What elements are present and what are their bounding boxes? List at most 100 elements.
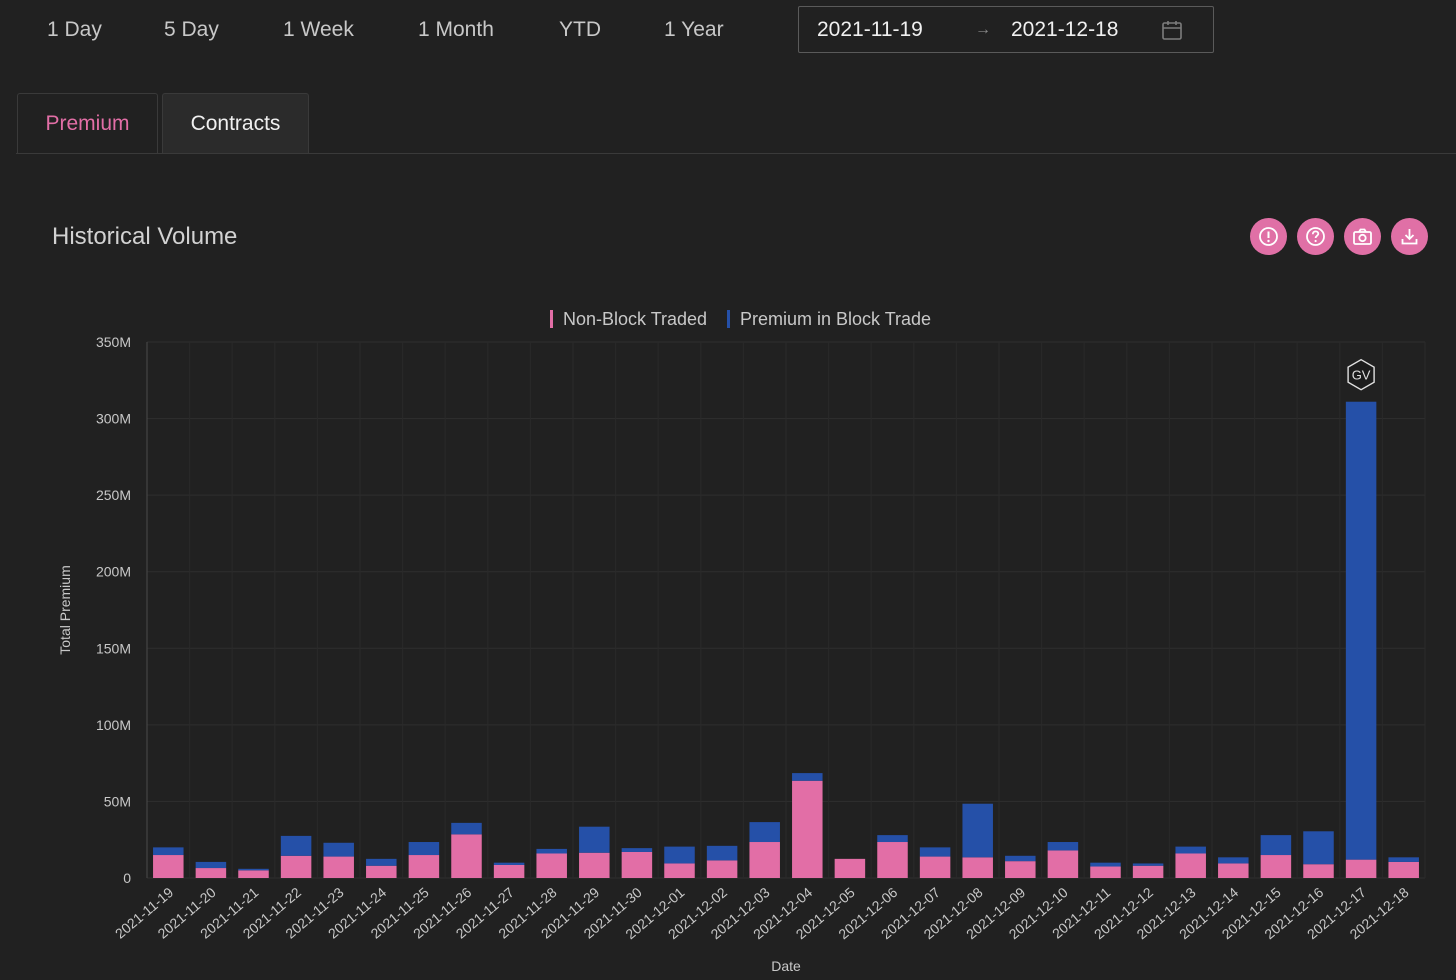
- date-range-arrow-icon: →: [975, 21, 991, 38]
- y-tick-label: 200M: [96, 564, 131, 580]
- range-1-year-button[interactable]: 1 Year: [664, 18, 724, 41]
- bar-non-block[interactable]: [1175, 853, 1206, 878]
- bar-block-trade[interactable]: [366, 858, 397, 866]
- bar-non-block[interactable]: [238, 870, 269, 878]
- y-tick-label: 300M: [96, 411, 131, 427]
- y-tick-label: 350M: [96, 334, 131, 350]
- start-date-input[interactable]: 2021-11-19: [817, 18, 923, 41]
- bar-block-trade[interactable]: [1175, 846, 1206, 854]
- bar-block-trade[interactable]: [621, 848, 653, 852]
- legend-block-swatch: [727, 310, 730, 328]
- bar-block-trade[interactable]: [1090, 862, 1121, 867]
- alert-icon: [1259, 227, 1278, 246]
- bar-block-trade[interactable]: [280, 835, 312, 856]
- section-title: Historical Volume: [52, 223, 238, 250]
- camera-icon: [1353, 228, 1372, 245]
- bar-non-block[interactable]: [1090, 866, 1121, 878]
- gv-marker-label: GV: [1352, 368, 1371, 383]
- bar-non-block[interactable]: [1345, 859, 1377, 878]
- y-tick-label: 100M: [96, 717, 131, 733]
- bar-non-block[interactable]: [536, 853, 567, 878]
- alert-button[interactable]: [1250, 218, 1287, 255]
- help-button[interactable]: [1297, 218, 1334, 255]
- bar-block-trade[interactable]: [962, 803, 993, 858]
- y-tick-label: 50M: [104, 793, 131, 809]
- bar-block-trade[interactable]: [664, 846, 695, 864]
- tab-contracts[interactable]: Contracts: [162, 93, 309, 153]
- bar-block-trade[interactable]: [1345, 401, 1377, 860]
- bar-non-block[interactable]: [153, 855, 184, 878]
- bar-block-trade[interactable]: [1005, 855, 1036, 862]
- bar-block-trade[interactable]: [792, 773, 823, 781]
- bar-non-block[interactable]: [1303, 864, 1334, 878]
- bar-block-trade[interactable]: [238, 868, 269, 871]
- bar-block-trade[interactable]: [153, 847, 184, 856]
- bar-non-block[interactable]: [1132, 865, 1164, 878]
- calendar-icon[interactable]: [1161, 19, 1183, 41]
- bar-non-block[interactable]: [792, 780, 823, 878]
- bar-non-block[interactable]: [280, 855, 312, 878]
- bar-non-block[interactable]: [493, 864, 525, 878]
- bar-non-block[interactable]: [451, 834, 482, 878]
- chart-grid: [146, 341, 1426, 879]
- bar-non-block[interactable]: [1218, 863, 1249, 878]
- bar-non-block[interactable]: [877, 842, 908, 878]
- bar-block-trade[interactable]: [749, 822, 780, 843]
- bar-non-block[interactable]: [706, 860, 738, 878]
- time-range-bar: 1 Day 5 Day 1 Week 1 Month YTD 1 Year 20…: [0, 0, 1456, 66]
- bar-block-trade[interactable]: [536, 848, 567, 854]
- bar-block-trade[interactable]: [323, 842, 354, 857]
- range-ytd-button[interactable]: YTD: [559, 18, 601, 41]
- bar-block-trade[interactable]: [919, 847, 951, 857]
- range-5-day-button[interactable]: 5 Day: [164, 18, 219, 41]
- chart-legend: Non-Block Traded Premium in Block Trade: [550, 309, 931, 329]
- bar-non-block[interactable]: [1005, 861, 1036, 878]
- legend-non-block-swatch: [550, 310, 553, 328]
- download-icon: [1401, 229, 1418, 245]
- bar-block-trade[interactable]: [579, 826, 610, 853]
- y-tick-label: 0: [123, 870, 131, 886]
- range-1-week-button[interactable]: 1 Week: [283, 18, 354, 41]
- bar-block-trade[interactable]: [1047, 842, 1079, 851]
- bar-non-block[interactable]: [579, 852, 610, 878]
- download-button[interactable]: [1391, 218, 1428, 255]
- end-date-input[interactable]: 2021-12-18: [1011, 18, 1119, 41]
- bar-block-trade[interactable]: [451, 822, 482, 835]
- bar-non-block[interactable]: [1260, 855, 1292, 878]
- tab-divider: [16, 153, 1456, 154]
- bar-non-block[interactable]: [1047, 850, 1079, 878]
- bar-block-trade[interactable]: [195, 861, 227, 869]
- bar-block-trade[interactable]: [1218, 857, 1249, 864]
- bar-non-block[interactable]: [621, 851, 653, 878]
- bar-block-trade[interactable]: [408, 842, 440, 856]
- bar-non-block[interactable]: [323, 856, 354, 878]
- y-axis-title: Total Premium: [57, 565, 73, 654]
- bar-block-trade[interactable]: [1260, 835, 1292, 856]
- date-range-picker[interactable]: 2021-11-19 → 2021-12-18: [798, 6, 1214, 53]
- bar-non-block[interactable]: [962, 857, 993, 878]
- bar-non-block[interactable]: [749, 842, 780, 878]
- chart-bars: GV: [153, 358, 1419, 878]
- bar-block-trade[interactable]: [877, 835, 908, 843]
- bar-non-block[interactable]: [834, 858, 866, 878]
- bar-block-trade[interactable]: [1388, 857, 1419, 862]
- bar-non-block[interactable]: [664, 863, 695, 878]
- bar-non-block[interactable]: [366, 865, 397, 878]
- bar-non-block[interactable]: [195, 868, 227, 878]
- bar-non-block[interactable]: [408, 855, 440, 878]
- bar-non-block[interactable]: [919, 856, 951, 878]
- legend-block-label[interactable]: Premium in Block Trade: [740, 309, 931, 329]
- bar-block-trade[interactable]: [1132, 863, 1164, 866]
- bar-non-block[interactable]: [1388, 861, 1419, 878]
- tab-premium[interactable]: Premium: [17, 93, 158, 153]
- bar-block-trade[interactable]: [1303, 831, 1334, 865]
- gv-marker-icon[interactable]: [1347, 358, 1375, 391]
- legend-non-block-label[interactable]: Non-Block Traded: [563, 309, 707, 329]
- bar-block-trade[interactable]: [493, 862, 525, 865]
- range-1-day-button[interactable]: 1 Day: [47, 18, 102, 41]
- range-1-month-button[interactable]: 1 Month: [418, 18, 494, 41]
- help-icon: [1306, 227, 1325, 246]
- y-tick-label: 150M: [96, 640, 131, 656]
- bar-block-trade[interactable]: [706, 845, 738, 861]
- screenshot-button[interactable]: [1344, 218, 1381, 255]
